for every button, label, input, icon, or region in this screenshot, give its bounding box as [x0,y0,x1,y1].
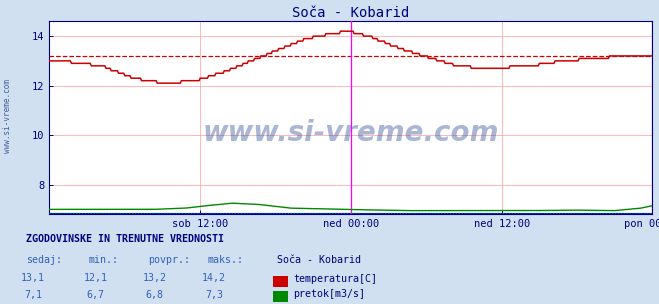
Text: www.si-vreme.com: www.si-vreme.com [203,119,499,147]
Text: www.si-vreme.com: www.si-vreme.com [3,78,13,153]
Text: pretok[m3/s]: pretok[m3/s] [293,289,365,299]
Text: min.:: min.: [89,255,119,265]
Text: 12,1: 12,1 [84,273,107,283]
Text: 13,2: 13,2 [143,273,167,283]
Text: maks.:: maks.: [208,255,244,265]
Text: povpr.:: povpr.: [148,255,190,265]
Text: 14,2: 14,2 [202,273,226,283]
Text: 6,7: 6,7 [86,290,105,300]
Text: Soča - Kobarid: Soča - Kobarid [277,255,360,265]
Text: sedaj:: sedaj: [26,255,63,265]
Text: 7,3: 7,3 [205,290,223,300]
Text: 13,1: 13,1 [21,273,45,283]
Text: 6,8: 6,8 [146,290,164,300]
Text: 7,1: 7,1 [24,290,42,300]
Title: Soča - Kobarid: Soča - Kobarid [293,6,409,20]
Text: temperatura[C]: temperatura[C] [293,274,377,284]
Text: ZGODOVINSKE IN TRENUTNE VREDNOSTI: ZGODOVINSKE IN TRENUTNE VREDNOSTI [26,234,224,244]
